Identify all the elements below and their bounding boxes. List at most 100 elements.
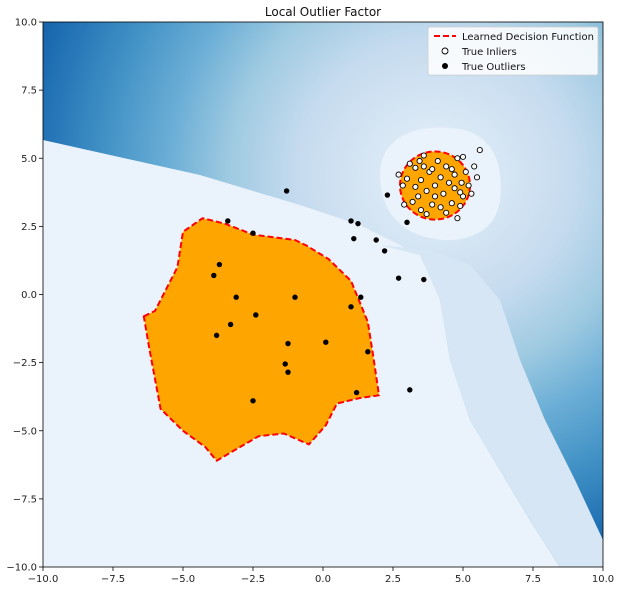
inlier-point [429,201,436,208]
inlier-point [412,183,419,190]
chart-title: Local Outlier Factor [265,5,381,19]
outlier-point [253,312,259,318]
outlier-point [365,349,371,355]
inlier-point [459,193,467,200]
outlier-point [225,218,231,224]
inlier-point [471,163,478,170]
decision-large-region [142,217,380,462]
x-tick-label: 0.0 [315,574,331,585]
y-tick-label: −10.0 [6,563,37,574]
x-tick-label: 2.5 [385,574,401,585]
outlier-point [351,235,357,242]
legend-outlier-label: True Outliers [461,62,526,73]
x-tick-label: −10.0 [28,574,59,585]
outlier-point [282,361,288,367]
legend-outlier-swatch [442,63,448,69]
outlier-point [323,339,329,345]
x-tick-label: 7.5 [525,574,541,585]
outlier-point [285,340,291,347]
inlier-point [451,171,458,178]
inlier-point [458,179,465,186]
outlier-point [384,192,391,198]
inlier-point [440,190,447,197]
outlier-point [227,321,234,328]
inlier-point [423,211,430,218]
outlier-point [404,219,410,225]
inlier-point [473,174,481,181]
inlier-point [420,163,427,170]
inlier-point [429,166,436,173]
inlier-point [423,187,430,194]
inlier-point [454,155,461,162]
inlier-point [451,185,458,192]
inlier-point [465,182,472,189]
legend-inlier-label: True Inliers [461,47,517,58]
inlier-point [403,175,411,182]
inlier-point [437,204,444,211]
inlier-point [476,147,483,154]
inlier-point [417,176,425,184]
outlier-point [283,188,290,194]
inlier-point [431,182,439,189]
inlier-point [420,152,427,159]
outlier-point [373,237,379,243]
inlier-point [443,163,450,170]
y-tick-label: −2.5 [13,358,37,369]
outlier-point [348,304,354,310]
inlier-point [462,168,469,175]
inlier-point [415,193,422,200]
inlier-point [454,215,461,222]
y-tick-label: −5.0 [13,426,37,437]
x-tick-label: −5.0 [171,574,195,585]
inlier-point [406,160,413,167]
legend-decision-label: Learned Decision Function [462,32,594,43]
outlier-point [355,220,361,227]
outlier-point [213,332,220,339]
outlier-point [353,389,360,396]
legend-box [427,26,599,76]
inlier-point [457,189,464,196]
inlier-point [437,174,444,181]
x-tick-label: −7.5 [101,574,125,585]
outlier-point [216,261,223,268]
x-tick-label: −2.5 [241,574,265,585]
inlier-point [448,166,455,173]
inlier-point [459,153,467,160]
outlier-point [292,294,298,300]
legend: Learned Decision Function True Inliers T… [427,26,599,76]
inlier-point [401,201,408,208]
outlier-point [233,294,239,300]
y-tick-label: 0.0 [21,290,37,301]
outlier-point [407,387,413,393]
outlier-point [381,248,388,254]
inlier-point [431,193,439,200]
y-tick-label: 7.5 [21,86,37,97]
inlier-point [395,171,402,178]
outlier-point [211,272,217,279]
y-tick-label: 5.0 [21,154,37,165]
x-tick-label: 5.0 [455,574,471,585]
outlier-point [285,369,291,375]
outlier-point [250,398,256,404]
inlier-point [416,157,423,165]
inlier-point [468,190,475,197]
inlier-point [412,164,419,171]
inlier-point [448,200,455,207]
outlier-point [250,230,256,236]
inlier-point [434,157,441,165]
legend-inlier-swatch [441,47,449,55]
outlier-point [358,294,364,300]
inlier-point [399,182,406,189]
mid-score-band [380,245,603,567]
inlier-point [417,206,425,214]
inlier-point [457,202,464,209]
outlier-point [348,218,354,224]
inlier-point [409,198,416,205]
inlier-point [443,209,450,216]
y-tick-label: 10.0 [15,18,37,29]
outlier-point [421,276,427,283]
inlier-point [445,179,453,186]
y-tick-label: −7.5 [13,494,37,505]
x-tick-label: 10.0 [592,574,614,585]
